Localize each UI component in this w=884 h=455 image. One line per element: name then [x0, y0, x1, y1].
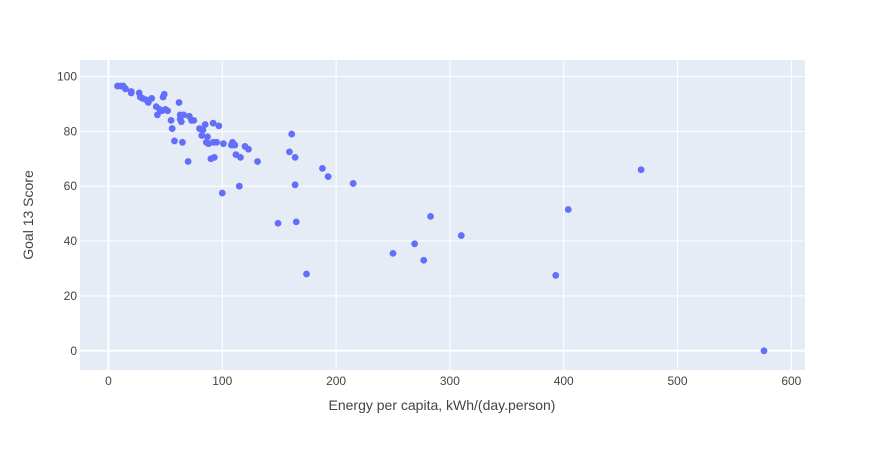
scatter-point[interactable] — [210, 153, 218, 161]
scatter-point[interactable] — [411, 240, 419, 248]
scatter-point[interactable] — [220, 140, 227, 148]
scatter-point[interactable] — [254, 158, 261, 165]
scatter-point[interactable] — [153, 111, 161, 119]
scatter-point[interactable] — [184, 158, 192, 165]
y-tick-label: 80 — [64, 124, 78, 138]
scatter-point[interactable] — [286, 148, 293, 156]
scatter-point[interactable] — [288, 130, 296, 138]
y-tick-label: 60 — [64, 179, 78, 193]
scatter-point[interactable] — [201, 121, 209, 128]
scatter-point[interactable] — [274, 219, 282, 227]
scatter-point[interactable] — [209, 119, 217, 127]
y-axis-title: Goal 13 Score — [20, 170, 36, 260]
scatter-point[interactable] — [204, 133, 211, 141]
scatter-point[interactable] — [190, 116, 198, 124]
y-tick-label: 0 — [70, 344, 77, 358]
scatter-point[interactable] — [420, 256, 428, 264]
scatter-point[interactable] — [457, 232, 465, 239]
scatter-point[interactable] — [122, 85, 129, 93]
x-axis-title: Energy per capita, kWh/(day.person) — [329, 397, 556, 413]
scatter-point[interactable] — [127, 89, 135, 97]
scatter-point[interactable] — [245, 145, 252, 153]
scatter-point[interactable] — [218, 189, 226, 197]
scatter-point[interactable] — [199, 126, 207, 134]
scatter-point[interactable] — [760, 347, 768, 355]
x-tick-label: 500 — [668, 374, 688, 388]
scatter-point[interactable] — [177, 118, 185, 126]
scatter-point[interactable] — [175, 99, 183, 106]
scatter-point[interactable] — [349, 180, 357, 187]
scatter-point[interactable] — [637, 166, 645, 174]
y-tick-label: 100 — [57, 69, 77, 83]
scatter-point[interactable] — [564, 206, 572, 213]
scatter-point[interactable] — [291, 153, 299, 161]
x-tick-labels: 0 100 200 300 400 500 600 — [105, 374, 802, 388]
scatter-point[interactable] — [171, 137, 178, 145]
x-tick-label: 400 — [554, 374, 574, 388]
x-tick-label: 0 — [105, 374, 112, 388]
scatter-point[interactable] — [215, 122, 223, 130]
scatter-point[interactable] — [213, 138, 220, 146]
scatter-point[interactable] — [552, 271, 560, 279]
y-tick-label: 20 — [64, 289, 78, 303]
scatter-point[interactable] — [427, 212, 434, 220]
scatter-point[interactable] — [237, 153, 244, 161]
scatter-point[interactable] — [168, 125, 176, 132]
y-tick-label: 40 — [64, 234, 78, 248]
x-tick-label: 200 — [326, 374, 346, 388]
scatter-point[interactable] — [160, 90, 168, 98]
scatter-point[interactable] — [319, 164, 326, 172]
scatter-point[interactable] — [179, 138, 186, 146]
points-layer — [114, 82, 768, 355]
x-tick-label: 300 — [440, 374, 460, 388]
scatter-point[interactable] — [198, 132, 206, 139]
scatter-point[interactable] — [148, 95, 156, 102]
x-tick-label: 600 — [781, 374, 801, 388]
x-tick-label: 100 — [212, 374, 232, 388]
scatter-point[interactable] — [389, 250, 397, 257]
scatter-point[interactable] — [180, 111, 187, 119]
plot-background — [80, 60, 805, 370]
y-tick-labels: 0 20 40 60 80 100 — [57, 69, 77, 357]
scatter-point[interactable] — [303, 270, 310, 278]
scatter-point[interactable] — [231, 141, 239, 149]
scatter-point[interactable] — [167, 116, 175, 124]
scatter-point[interactable] — [235, 182, 243, 190]
scatter-point[interactable] — [292, 218, 300, 226]
scatter-point[interactable] — [291, 181, 299, 189]
scatter-point[interactable] — [324, 173, 332, 180]
scatter-point[interactable] — [164, 107, 172, 115]
